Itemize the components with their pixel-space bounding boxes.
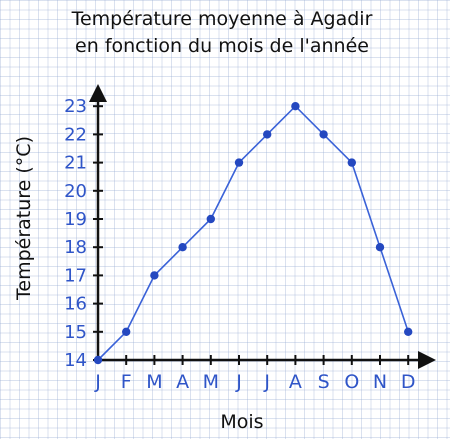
data-point: [122, 327, 131, 336]
y-tick-labels: 14 15 16 17 18 19 20 21 22 23: [64, 96, 103, 371]
data-point: [93, 355, 103, 365]
chart-title: Température moyenne à Agadir: [71, 8, 373, 30]
series-line: [97, 105, 409, 361]
y-tick-label: 18: [64, 237, 87, 258]
x-tick-label: S: [318, 371, 330, 393]
x-tick-label: J: [94, 371, 101, 393]
y-tick-label: 14: [64, 350, 87, 371]
data-point: [404, 327, 413, 336]
data-point: [319, 130, 328, 139]
x-tick-label: A: [176, 371, 189, 393]
x-tick-label: A: [289, 371, 302, 393]
x-tick-label: M: [203, 371, 219, 393]
data-point: [234, 158, 244, 167]
data-point: [263, 130, 272, 139]
data-point: [206, 214, 215, 224]
series: [93, 102, 413, 365]
y-tick-label: 19: [64, 209, 87, 230]
y-tick-label: 15: [64, 322, 87, 343]
x-axis-title: Mois: [220, 411, 263, 433]
x-tick-label: O: [344, 371, 359, 393]
x-tick-label: J: [235, 371, 242, 393]
y-tick-label: 20: [64, 181, 87, 202]
data-point: [178, 243, 187, 252]
y-tick-label: 17: [64, 265, 87, 286]
x-axis-arrow: [418, 351, 436, 369]
x-tick-label: N: [373, 371, 387, 393]
chart-subtitle: en fonction du mois de l'année: [75, 35, 369, 57]
data-point: [347, 158, 356, 167]
data-point: [291, 102, 300, 111]
x-tick-label: M: [146, 371, 162, 393]
x-tick-label: D: [401, 371, 416, 393]
data-point: [375, 243, 385, 252]
y-axis-title: Température (°C): [13, 136, 35, 301]
y-tick-label: 16: [64, 294, 87, 315]
x-tick-label: J: [263, 371, 270, 393]
y-tick-label: 22: [64, 124, 87, 145]
x-tick-label: F: [121, 371, 132, 393]
axes: [89, 84, 436, 369]
y-axis-arrow: [89, 84, 107, 102]
data-point: [150, 271, 159, 280]
y-tick-label: 23: [64, 96, 87, 117]
y-tick-label: 21: [64, 153, 87, 174]
